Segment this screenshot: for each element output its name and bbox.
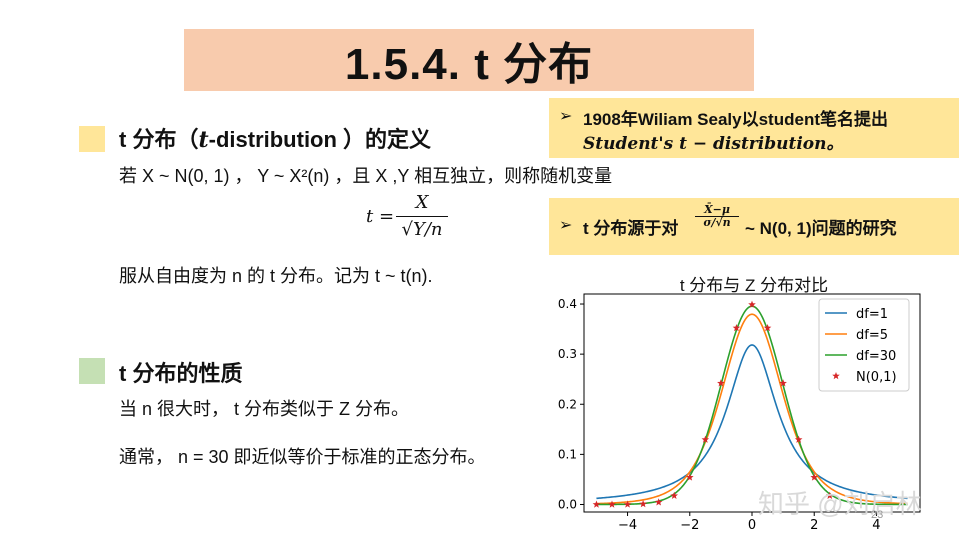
normal-point <box>763 324 772 332</box>
callout2-arrow-icon: ➢ <box>559 217 573 234</box>
normal-point <box>779 379 787 387</box>
x-tick-label: −4 <box>618 518 637 533</box>
normal-point <box>639 500 647 508</box>
callout2-post: ~ N(0, 1)问题的研究 <box>745 219 897 238</box>
normal-point <box>810 473 819 481</box>
callout2-frac-den: σ/√n <box>703 216 731 229</box>
slide-title: 1.5.4. t 分布 <box>344 40 594 89</box>
normal-point <box>685 473 694 481</box>
callout2-pre: t 分布源于对 <box>583 219 679 238</box>
legend-marker-3 <box>832 372 840 380</box>
section1-marker <box>79 126 105 152</box>
section1-line1: 若 X ~ N(0, 1) ， Y ~ X²(n) ，且 X ,Y 相互独立，则… <box>119 166 613 186</box>
callout1-line2: Student's t − distribution。 <box>583 134 844 154</box>
formula-numerator: X <box>415 192 429 213</box>
series-line-df5 <box>596 313 908 505</box>
formula-lhs: t = <box>366 206 395 227</box>
callout1-arrow-icon: ➢ <box>559 108 573 125</box>
watermark: 知乎 @刘启林 <box>758 489 922 519</box>
slide-title-bar: 1.5.4. t 分布 <box>184 29 754 91</box>
section2-line1: 当 n 很大时， t 分布类似于 Z 分布。 <box>119 399 410 419</box>
legend-label-3: N(0,1) <box>856 370 897 385</box>
series-line-df30 <box>596 305 908 506</box>
y-tick-label: 0.0 <box>558 497 577 511</box>
normal-point <box>608 500 616 508</box>
formula-denominator: √Y/n <box>401 219 443 240</box>
callout-origin: ➢ t 分布源于对 X̄−μ σ/√n ~ N(0, 1)问题的研究 <box>549 198 959 255</box>
section1-heading: t 分布（t-distribution ）的定义 <box>119 127 432 153</box>
section2-heading: t 分布的性质 <box>119 361 243 386</box>
normal-point <box>670 491 679 499</box>
normal-point <box>701 435 710 443</box>
callout-history: ➢ 1908年Wiliam Sealy以student笔名提出 Student'… <box>549 98 959 158</box>
callout2-frac-num: X̄−μ <box>695 204 739 217</box>
page-number: 23 <box>871 509 884 521</box>
y-tick-label: 0.4 <box>558 297 577 311</box>
legend-label-1: df=5 <box>856 328 888 343</box>
formula-fraction: X √Y/n <box>396 192 448 240</box>
normal-point <box>732 324 741 332</box>
plot-frame <box>583 293 921 513</box>
y-tick-label: 0.3 <box>558 347 577 361</box>
y-tick-label: 0.2 <box>558 397 577 411</box>
normal-point <box>748 300 756 308</box>
normal-point <box>794 435 803 443</box>
normal-point <box>654 498 663 506</box>
section2-line2: 通常， n = 30 即近似等价于标准的正态分布。 <box>119 447 486 467</box>
x-tick-label: −2 <box>680 518 699 533</box>
chart-title: t 分布与 Z 分布对比 <box>679 276 829 295</box>
legend-box <box>818 298 910 392</box>
normal-point <box>717 379 725 387</box>
normal-point <box>623 500 632 508</box>
legend-label-2: df=30 <box>856 349 896 364</box>
y-tick-label: 0.1 <box>558 447 577 461</box>
legend-label-0: df=1 <box>856 307 888 322</box>
section1-line2: 服从自由度为 n 的 t 分布。记为 t ~ t(n). <box>119 266 433 286</box>
callout2-fraction: X̄−μ σ/√n <box>695 204 739 229</box>
normal-point <box>592 500 601 508</box>
section2-marker <box>79 358 105 384</box>
x-tick-label: 0 <box>748 518 756 533</box>
series-line-df1 <box>596 344 908 500</box>
callout1-line1: 1908年Wiliam Sealy以student笔名提出 <box>583 110 888 129</box>
